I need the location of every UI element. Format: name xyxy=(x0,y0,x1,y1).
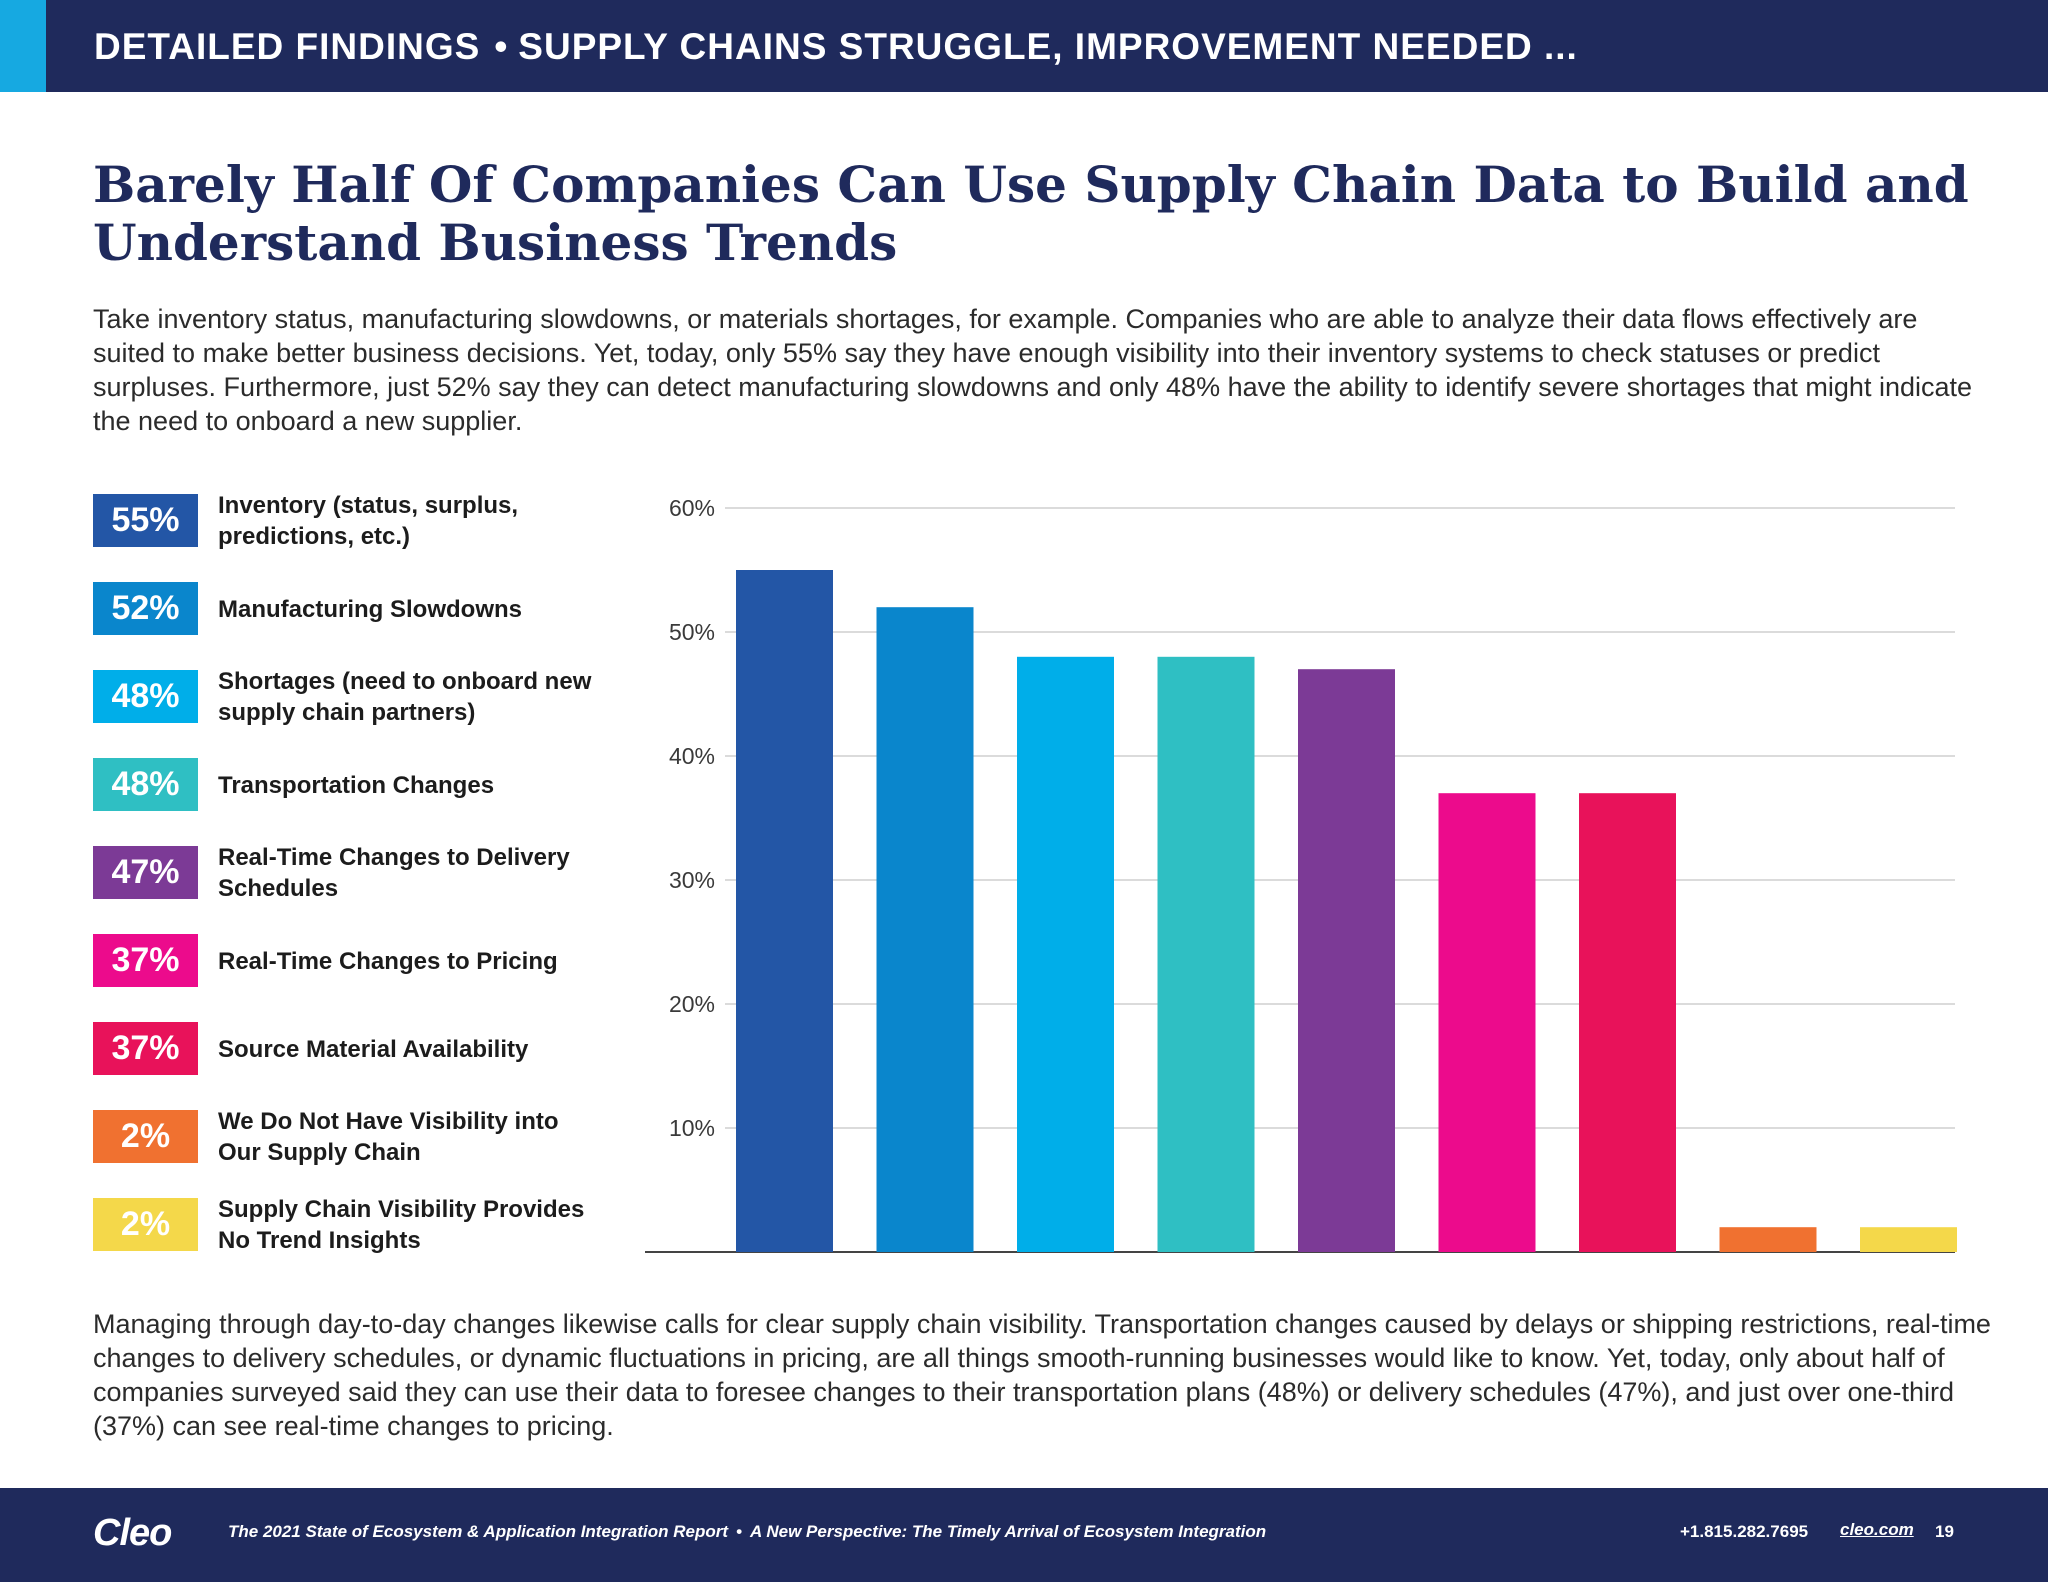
legend-value-badge: 47% xyxy=(93,846,198,899)
header-band: DETAILED FINDINGS • SUPPLY CHAINS STRUGGLE… xyxy=(0,0,2048,92)
bar xyxy=(1298,669,1395,1252)
y-tick-label: 20% xyxy=(669,991,715,1017)
legend-item: 48% Transportation Changes xyxy=(93,754,613,814)
legend-label: Transportation Changes xyxy=(218,771,495,799)
legend-label: Source Material Availability xyxy=(218,1035,529,1063)
bar xyxy=(1017,656,1114,1252)
header-accent xyxy=(0,0,46,92)
footer-website-link[interactable]: cleo.com xyxy=(1840,1520,1914,1539)
footer-separator: • xyxy=(736,1522,742,1541)
y-tick-label: 50% xyxy=(669,619,715,645)
y-tick-label: 40% xyxy=(669,743,715,769)
bar xyxy=(1719,1227,1817,1252)
outro-paragraph: Managing through day-to-day changes like… xyxy=(93,1309,1991,1441)
bar xyxy=(1579,793,1676,1252)
legend-label: Shortages (need to onboard new supply ch… xyxy=(218,668,592,726)
legend-item: 37% Source Material Availability xyxy=(93,1018,613,1078)
legend-value-badge: 55% xyxy=(93,494,198,547)
legend-value-badge: 2% xyxy=(93,1110,198,1163)
footer-band: Cleo The 2021 State of Ecosystem & Appli… xyxy=(0,1488,2048,1582)
legend-value-badge: 48% xyxy=(93,758,198,811)
y-tick-label: 60% xyxy=(669,495,715,521)
footer-phone: +1.815.282.7695 xyxy=(1680,1522,1809,1541)
bar xyxy=(736,570,833,1252)
legend-item: 47% Real-Time Changes to Delivery Schedu… xyxy=(93,842,613,902)
legend-item: 2% We Do Not Have Visibility into Our Su… xyxy=(93,1106,613,1166)
legend-item: 52% Manufacturing Slowdowns xyxy=(93,578,613,638)
footer-report-name: The 2021 State of Ecosystem & Applicatio… xyxy=(228,1522,729,1541)
section-label: DETAILED FINDINGS xyxy=(94,26,481,67)
footer-perspective: A New Perspective: The Timely Arrival of… xyxy=(749,1522,1267,1541)
cleo-logo: Cleo xyxy=(93,1512,172,1554)
legend-item: 2% Supply Chain Visibility Provides No T… xyxy=(93,1194,613,1254)
legend-value-badge: 2% xyxy=(93,1198,198,1251)
y-tick-label: 10% xyxy=(669,1115,715,1141)
page-number: 19 xyxy=(1935,1522,1954,1541)
legend-label: Real-Time Changes to Pricing xyxy=(218,947,558,975)
bar-chart-svg: 10% 20% 30% 40% 50% 60% xyxy=(645,495,1957,1253)
legend-value-badge: 37% xyxy=(93,934,198,987)
legend-item: 48% Shortages (need to onboard new suppl… xyxy=(93,666,613,726)
legend-value-badge: 48% xyxy=(93,670,198,723)
y-tick-label: 30% xyxy=(669,867,715,893)
intro-paragraph: Take inventory status, manufacturing slo… xyxy=(93,304,1973,436)
section-subtitle: SUPPLY CHAINS STRUGGLE, IMPROVEMENT NEED… xyxy=(518,26,1578,67)
bar xyxy=(1438,793,1536,1252)
legend-value-badge: 52% xyxy=(93,582,198,635)
legend-label: We Do Not Have Visibility into Our Suppl… xyxy=(218,1108,559,1166)
legend-item: 37% Real-Time Changes to Pricing xyxy=(93,930,613,990)
legend-label: Manufacturing Slowdowns xyxy=(218,595,522,623)
footer-report-title: The 2021 State of Ecosystem & Applicatio… xyxy=(228,1522,1266,1542)
legend-value-badge: 37% xyxy=(93,1022,198,1075)
legend-label: Supply Chain Visibility Provides No Tren… xyxy=(218,1196,585,1254)
legend-label: Real-Time Changes to Delivery Schedules xyxy=(218,844,570,902)
bar-chart: 10% 20% 30% 40% 50% 60% xyxy=(620,480,1960,1270)
section-separator: • xyxy=(494,26,509,67)
legend-item: 55% Inventory (status, surplus, predicti… xyxy=(93,490,613,550)
legend-label: Inventory (status, surplus, predictions,… xyxy=(218,492,519,550)
bar xyxy=(1860,1227,1957,1252)
section-title: DETAILED FINDINGS • SUPPLY CHAINS STRUGGLE… xyxy=(94,22,1578,72)
bar xyxy=(876,607,974,1252)
page-headline: Barely Half Of Companies Can Use Supply … xyxy=(93,155,1969,272)
bar xyxy=(1157,656,1255,1252)
